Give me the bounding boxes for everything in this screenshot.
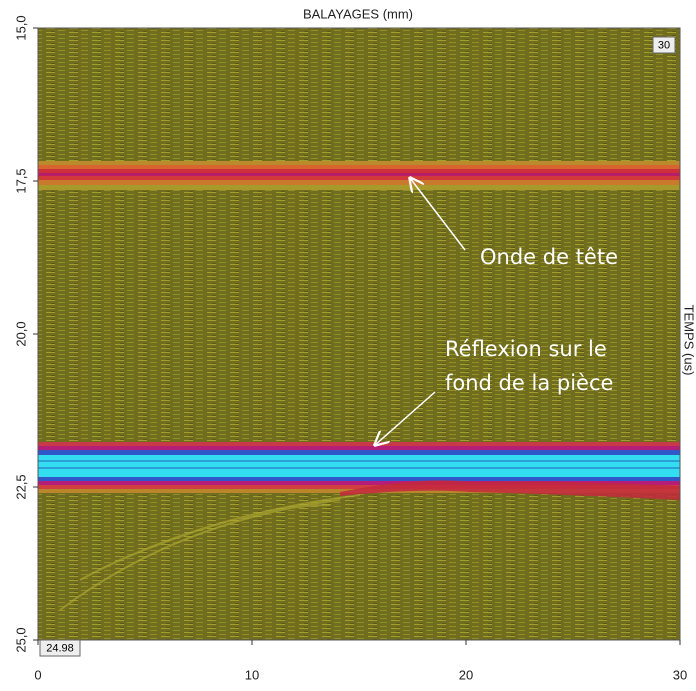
annotation: fond de la pièce xyxy=(445,371,613,395)
annotation: Réflexion sur le xyxy=(445,337,607,361)
corner-box xyxy=(652,36,676,54)
y-tick-label: 25,0 xyxy=(13,627,28,652)
x-tick-label: 20 xyxy=(459,667,473,682)
x-tick-label: 30 xyxy=(673,667,687,682)
y-tick-label: 15,0 xyxy=(13,15,28,40)
arrow xyxy=(375,391,436,445)
y-tick-label: 22,5 xyxy=(13,474,28,499)
x-tick-label: 0 xyxy=(34,667,41,682)
y-axis-label: TEMPS (us) xyxy=(682,305,696,376)
corner-label: 30 xyxy=(658,39,670,51)
corner-label: 24.98 xyxy=(46,642,74,654)
scan-image xyxy=(37,27,681,641)
arrow xyxy=(410,178,466,251)
x-tick-label: 10 xyxy=(245,667,259,682)
corner-box xyxy=(39,639,81,657)
chart-title: BALAYAGES (mm) xyxy=(303,6,413,21)
annotation: Onde de tête xyxy=(480,245,618,269)
y-tick-label: 20,0 xyxy=(13,321,28,346)
y-tick-label: 17,5 xyxy=(13,168,28,193)
